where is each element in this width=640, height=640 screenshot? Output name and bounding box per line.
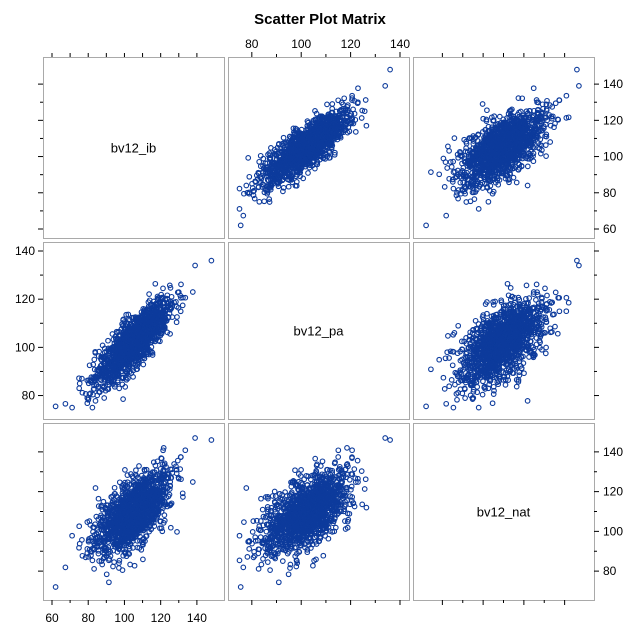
data-point <box>341 95 348 102</box>
tick-label-bottom: 80 <box>82 611 96 625</box>
panel-bv12_nat-vs-bv12_nat <box>413 423 595 601</box>
tick-label-top: 140 <box>390 37 410 51</box>
axis-ticks: 80 100 120 140 60 80 100 120 140 80 100 120 140 60 80 1… <box>15 37 623 625</box>
data-point <box>361 108 368 115</box>
tick-label-right: 80 <box>603 186 617 200</box>
data-point <box>251 195 258 202</box>
data-point <box>349 92 355 99</box>
variable-label-bv12_nat: bv12_nat <box>477 505 531 520</box>
data-point <box>327 154 333 161</box>
data-point <box>279 176 286 183</box>
data-point <box>267 154 274 161</box>
data-point <box>355 85 361 92</box>
points <box>52 66 582 590</box>
data-point <box>343 110 349 117</box>
data-point <box>290 125 297 132</box>
tick-label-bottom: 140 <box>187 611 207 625</box>
data-point <box>246 173 253 180</box>
tick-label-bottom: 100 <box>114 611 134 625</box>
data-point <box>255 184 262 191</box>
data-point <box>280 134 287 141</box>
data-point <box>331 151 338 158</box>
data-point <box>362 97 369 103</box>
data-point <box>267 152 273 159</box>
data-point <box>358 115 365 121</box>
tick-label-top: 120 <box>341 37 361 51</box>
panel-bv12_pa-vs-bv12_pa <box>228 242 410 420</box>
data-point <box>280 184 287 191</box>
data-point <box>236 185 243 192</box>
data-point <box>240 212 247 219</box>
data-point <box>313 110 320 117</box>
data-point <box>329 101 336 107</box>
data-point <box>263 173 270 180</box>
variable-label-bv12_ib: bv12_ib <box>111 141 157 156</box>
tick-label-right: 80 <box>603 564 617 578</box>
tick-label-right: 140 <box>603 77 623 91</box>
tick-label-bottom: 120 <box>151 611 171 625</box>
data-point <box>359 107 366 114</box>
variable-label-bv12_pa: bv12_pa <box>294 324 345 339</box>
tick-label-right: 140 <box>603 445 623 459</box>
tick-label-left: 100 <box>15 340 35 354</box>
data-point <box>271 146 278 153</box>
data-point <box>275 178 281 185</box>
data-point <box>266 199 273 205</box>
data-point <box>241 190 247 197</box>
tick-label-right: 100 <box>603 524 623 538</box>
data-point <box>245 155 252 161</box>
tick-label-left: 140 <box>15 244 35 258</box>
data-point <box>236 206 243 212</box>
data-point <box>324 101 330 108</box>
panel-bv12_ib-vs-bv12_ib <box>43 57 225 239</box>
tick-label-right: 100 <box>603 150 623 164</box>
tick-label-top: 80 <box>245 37 259 51</box>
tick-label-right: 120 <box>603 485 623 499</box>
points-bv12_ib-vs-bv12_pa <box>236 66 393 229</box>
tick-label-top: 100 <box>291 37 311 51</box>
data-point <box>273 152 280 158</box>
data-point <box>352 129 359 135</box>
data-point <box>292 125 299 132</box>
tick-label-bottom: 60 <box>45 611 59 625</box>
tick-label-right: 120 <box>603 113 623 127</box>
chart-title: Scatter Plot Matrix <box>254 11 386 28</box>
tick-label-left: 80 <box>22 389 36 403</box>
panels: bv12_ib bv12_pa bv12_nat <box>43 57 595 601</box>
data-point <box>266 196 273 202</box>
tick-label-left: 120 <box>15 292 35 306</box>
tick-label-right: 60 <box>603 222 617 236</box>
